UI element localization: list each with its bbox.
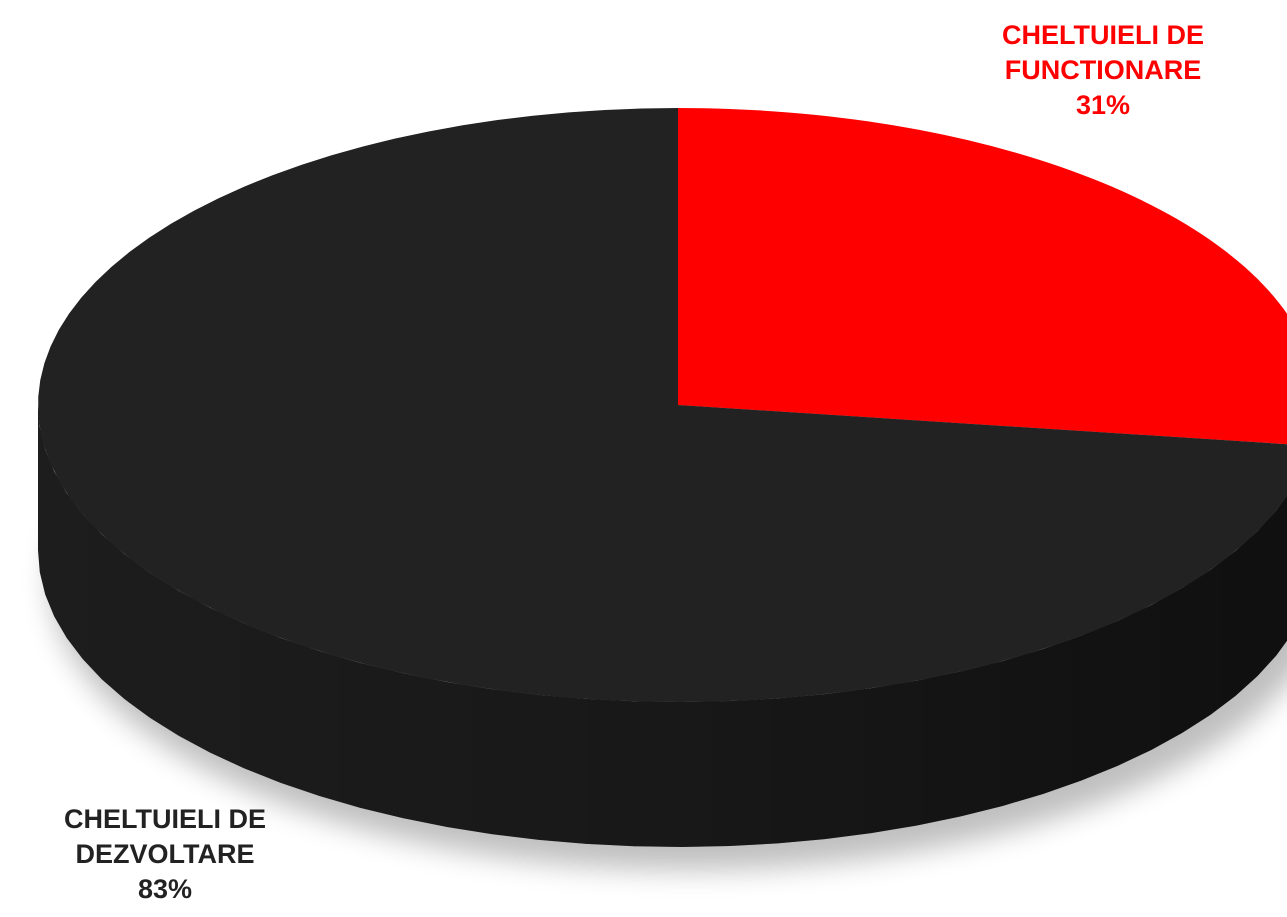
- slice-label: CHELTUIELI DE DEZVOLTARE 83%: [5, 802, 325, 907]
- value-label: 83%: [137, 874, 193, 904]
- side-shade: [38, 405, 1287, 847]
- category-label: CHELTUIELI DE DEZVOLTARE: [64, 804, 266, 869]
- category-label: CHELTUIELI DE FUNCTIONARE: [1002, 20, 1204, 85]
- slice: [38, 108, 1287, 702]
- slice-label: CHELTUIELI DE FUNCTIONARE 31%: [943, 18, 1263, 123]
- value-label: 31%: [1075, 90, 1131, 120]
- slice: [678, 108, 1287, 445]
